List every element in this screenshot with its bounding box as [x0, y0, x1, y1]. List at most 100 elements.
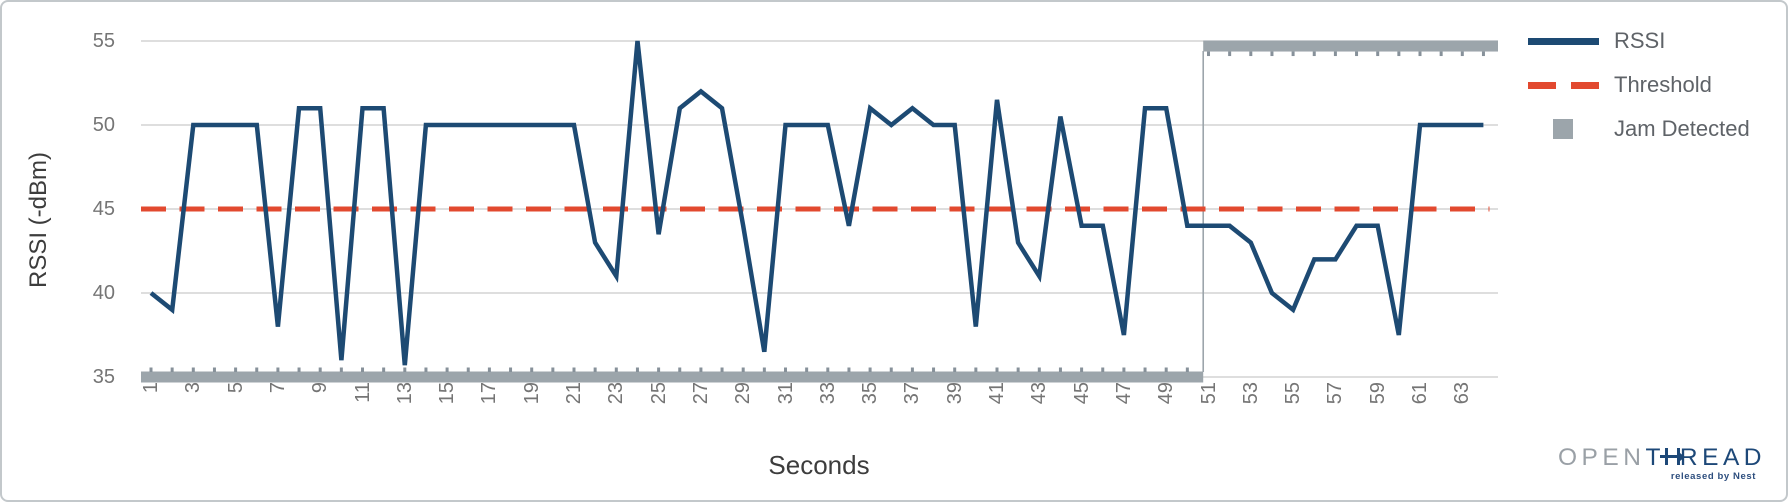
jam-marker-nub — [910, 367, 914, 372]
jam-marker-nub — [847, 367, 851, 372]
jam-marker-nub — [1164, 367, 1168, 372]
x-tick-label-63: 63 — [1451, 382, 1474, 405]
logo-t-text: T — [1645, 444, 1665, 471]
legend-label-jam-detected: Jam Detected — [1614, 116, 1750, 141]
jam-marker-nub — [318, 367, 322, 372]
jam-marker-nub — [889, 367, 893, 372]
x-tick-label-57: 57 — [1324, 382, 1347, 405]
jam-marker-nub — [149, 367, 153, 372]
jam-marker-nub — [678, 367, 682, 372]
x-tick-label-43: 43 — [1028, 382, 1051, 405]
jam-marker-nub — [1037, 367, 1041, 372]
x-tick-label-27: 27 — [689, 382, 712, 405]
jam-marker-nub — [297, 367, 301, 372]
jam-square-swatch-icon — [1553, 119, 1573, 139]
rssi-line-swatch-icon — [1528, 37, 1599, 45]
jam-marker-nub — [1016, 367, 1020, 372]
jam-marker-nub — [445, 367, 449, 372]
jam-marker-nub — [974, 367, 978, 372]
x-tick-label-35: 35 — [859, 382, 882, 405]
jam-marker-nub — [403, 367, 407, 372]
y-tick-label-55: 55 — [92, 30, 115, 52]
x-tick-label-29: 29 — [732, 382, 755, 405]
jam-marker-nub — [234, 367, 238, 372]
jam-marker-nub — [382, 367, 386, 372]
x-tick-label-5: 5 — [224, 382, 247, 394]
x-tick-label-9: 9 — [309, 382, 332, 394]
jam-marker-nub — [1207, 51, 1210, 57]
jam-marker-nub — [276, 367, 280, 372]
x-tick-label-11: 11 — [351, 382, 374, 403]
legend-label-threshold: Threshold — [1614, 72, 1712, 97]
jam-marker-nub — [1080, 367, 1084, 372]
jam-marker-nub — [1460, 51, 1464, 57]
x-tick-label-3: 3 — [182, 382, 205, 394]
x-tick-label-17: 17 — [478, 382, 501, 405]
jam-marker-nub — [255, 367, 259, 372]
y-tick-label-35: 35 — [92, 366, 115, 388]
jam-marker-nub — [1312, 51, 1316, 57]
rssi-line-series — [149, 40, 1484, 366]
y-axis-title: RSSI (-dBm) — [25, 152, 52, 289]
jam-marker-nub — [699, 367, 703, 372]
jam-marker-nub — [1270, 51, 1274, 57]
jam-marker-nub — [635, 367, 639, 372]
logo-tagline: released by Nest — [1670, 471, 1756, 482]
jam-marker-nub — [593, 367, 597, 372]
x-tick-label-19: 19 — [520, 382, 543, 405]
jam-marker-nub — [1291, 51, 1295, 57]
jam-marker-nub — [932, 367, 936, 372]
x-tick-label-55: 55 — [1282, 382, 1305, 405]
jam-marker-nub — [805, 367, 809, 372]
jam-marker-nub — [720, 367, 724, 372]
x-tick-label-7: 7 — [266, 382, 289, 394]
jam-marker-nub — [1185, 367, 1189, 372]
jam-marker-nub — [826, 367, 830, 372]
logo-open-text: OPEN — [1558, 444, 1646, 471]
x-tick-label-59: 59 — [1366, 382, 1389, 405]
x-tick-label-25: 25 — [647, 382, 670, 405]
jam-marker-nub — [614, 367, 618, 372]
x-axis-title: Seconds — [768, 450, 870, 480]
jam-marker-nub — [339, 367, 343, 372]
x-tick-label-49: 49 — [1155, 382, 1178, 405]
threshold-dash-swatch-icon — [1528, 81, 1599, 89]
jam-marker-nub — [762, 367, 766, 372]
jam-marker-nub — [509, 367, 513, 372]
logo-read-text: READ — [1679, 444, 1766, 471]
jam-marker-nub — [868, 367, 872, 372]
x-tick-label-53: 53 — [1239, 382, 1262, 405]
legend-label-rssi: RSSI — [1614, 28, 1666, 53]
x-tick-label-39: 39 — [943, 382, 966, 405]
jam-marker-nub — [1101, 367, 1105, 372]
legend-item-jam-detected: Jam Detected — [1528, 116, 1750, 141]
x-tick-label-41: 41 — [986, 382, 1008, 405]
jam-marker-nub — [1397, 51, 1401, 57]
jam-marker-nub — [1122, 367, 1126, 372]
x-tick-label-1: 1 — [140, 382, 162, 394]
x-tick-label-23: 23 — [605, 382, 628, 405]
x-tick-label-15: 15 — [436, 382, 459, 405]
y-tick-label-45: 45 — [92, 198, 115, 220]
x-tick-label-47: 47 — [1112, 382, 1135, 405]
jam-marker-nub — [530, 367, 534, 372]
jam-marker-nub — [953, 367, 957, 372]
x-tick-label-51: 51 — [1197, 382, 1220, 405]
jam-bar-on — [1203, 40, 1498, 52]
jam-marker-nub — [487, 367, 491, 372]
jam-marker-nub — [191, 367, 195, 372]
thread-arrow-h-icon — [1659, 448, 1680, 465]
jam-marker-nub — [1333, 51, 1337, 57]
x-tick-label-33: 33 — [816, 382, 839, 405]
x-tick-label-21: 21 — [563, 382, 585, 405]
y-tick-label-50: 50 — [92, 114, 115, 136]
jam-marker-nub — [741, 367, 745, 372]
openthread-logo: OPENT READ — [1558, 444, 1766, 472]
jam-marker-nub — [1058, 367, 1062, 372]
x-tick-label-13: 13 — [393, 382, 416, 405]
x-tick-label-31: 31 — [774, 382, 797, 405]
jam-marker-nub — [572, 367, 576, 372]
jam-marker-nub — [361, 367, 364, 372]
jam-marker-nub — [1439, 51, 1443, 57]
jam-marker-nub — [424, 367, 428, 372]
